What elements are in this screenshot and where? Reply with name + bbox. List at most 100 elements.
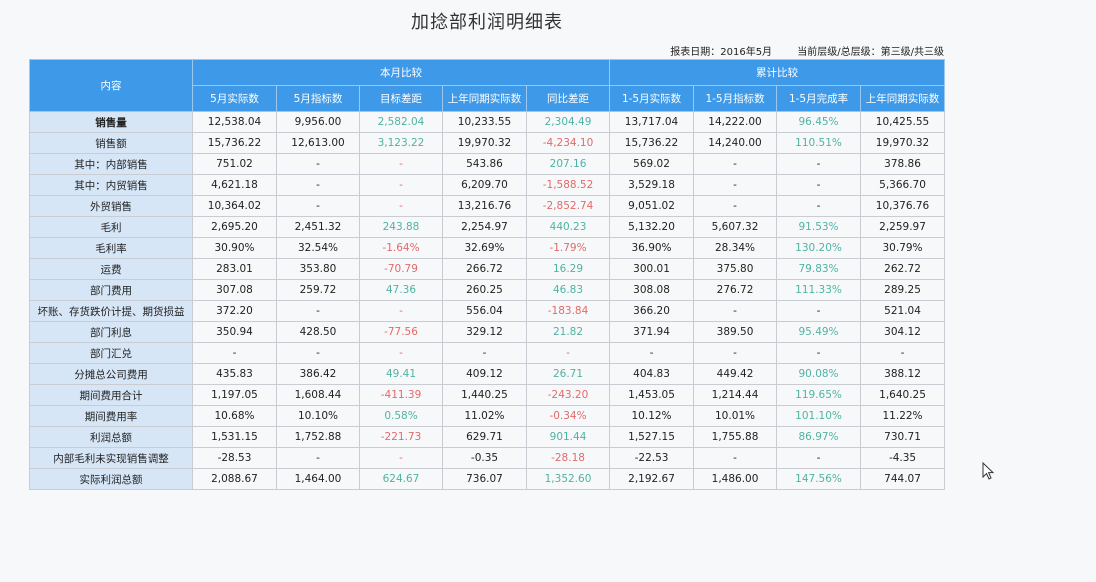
table-cell: 409.12 bbox=[442, 363, 527, 385]
table-cell: 14,240.00 bbox=[693, 132, 778, 154]
table-cell: - bbox=[776, 195, 862, 217]
table-row: 外贸销售 10,364.02- -13,216.76 -2,852.74 9,051.0… bbox=[29, 195, 946, 217]
table-cell: - bbox=[359, 342, 443, 364]
row-label: 期间费用率 bbox=[29, 405, 193, 427]
row-label: 其中：内贸销售 bbox=[29, 174, 193, 196]
table-cell: 32.54% bbox=[276, 237, 360, 259]
table-cell: 46.83 bbox=[525, 279, 611, 301]
table-cell: 9,956.00 bbox=[276, 111, 360, 133]
table-cell: -221.73 bbox=[359, 426, 443, 448]
table-cell: 2,304.49 bbox=[525, 111, 611, 133]
table-cell: 2,451.32 bbox=[276, 216, 360, 238]
table-cell: -183.84 bbox=[525, 300, 611, 322]
table-cell: -2,852.74 bbox=[525, 195, 611, 217]
table-cell: 730.71 bbox=[860, 426, 946, 448]
report-meta: 报表日期：2016年5月 当前层级/总层级：第三级/共三级 bbox=[648, 43, 944, 58]
table-row: 期间费用合计 1,197.05 1,608.44 -411.39 1,440.25 -24… bbox=[29, 384, 946, 406]
header-group-cumulative: 累计比较 bbox=[609, 59, 946, 86]
table-cell: 9,051.02 bbox=[609, 195, 695, 217]
table-cell: - bbox=[359, 153, 443, 175]
table-cell: 389.50 bbox=[693, 321, 778, 343]
table-cell: 243.88 bbox=[359, 216, 443, 238]
table-cell: 5,132.20 bbox=[609, 216, 695, 238]
table-cell: 521.04 bbox=[860, 300, 946, 322]
table-cell: 2,582.04 bbox=[359, 111, 443, 133]
table-row: 毛利 2,695.20 2,451.32 243.88 2,254.97 440.23 5,… bbox=[29, 216, 946, 238]
table-cell: - bbox=[693, 195, 778, 217]
table-cell: 371.94 bbox=[609, 321, 695, 343]
table-row: 销售额 15,736.22 12,613.00 3,123.22 19,970.32 -4… bbox=[29, 132, 946, 154]
table-cell: - bbox=[693, 300, 778, 322]
table-body: 销售量 12,538.04 9,956.00 2,582.04 10,233.55 2,3… bbox=[29, 111, 946, 490]
table-cell: 21.82 bbox=[525, 321, 611, 343]
table-cell: 1,440.25 bbox=[442, 384, 527, 406]
column-header: 上年同期实际数 bbox=[860, 85, 946, 112]
report-level: 当前层级/总层级：第三级/共三级 bbox=[797, 47, 944, 58]
table-cell: - bbox=[776, 153, 862, 175]
table-cell: - bbox=[359, 300, 443, 322]
table-cell: 556.04 bbox=[442, 300, 527, 322]
table-cell: - bbox=[359, 174, 443, 196]
table-cell: - bbox=[276, 153, 360, 175]
table-cell: 101.10% bbox=[776, 405, 862, 427]
table-cell: 90.08% bbox=[776, 363, 862, 385]
table-cell: 435.83 bbox=[192, 363, 277, 385]
row-label: 部门利息 bbox=[29, 321, 193, 343]
table-cell: 15,736.22 bbox=[609, 132, 695, 154]
table-cell: 901.44 bbox=[525, 426, 611, 448]
table-cell: 10,233.55 bbox=[442, 111, 527, 133]
row-label: 部门费用 bbox=[29, 279, 193, 301]
table-cell: -28.18 bbox=[525, 447, 611, 469]
table-cell: 4,621.18 bbox=[192, 174, 277, 196]
table-cell: - bbox=[359, 195, 443, 217]
table-cell: 259.72 bbox=[276, 279, 360, 301]
table-cell: -28.53 bbox=[192, 447, 277, 469]
table-cell: 304.12 bbox=[860, 321, 946, 343]
table-cell: 1,640.25 bbox=[860, 384, 946, 406]
table-row: 分摊总公司费用 435.83 386.42 49.41 409.12 26.71 404.8… bbox=[29, 363, 946, 385]
row-label: 毛利 bbox=[29, 216, 193, 238]
table-cell: - bbox=[525, 342, 611, 364]
table-cell: 751.02 bbox=[192, 153, 277, 175]
table-cell: 276.72 bbox=[693, 279, 778, 301]
table-cell: - bbox=[192, 342, 277, 364]
table-cell: 440.23 bbox=[525, 216, 611, 238]
table-cell: 10.10% bbox=[276, 405, 360, 427]
table-cell: 378.86 bbox=[860, 153, 946, 175]
table-header: 内容 本月比较 累计比较 5月实际数 5月指标数 目标差距 上年同期实际数 同比… bbox=[29, 59, 946, 112]
table-cell: 91.53% bbox=[776, 216, 862, 238]
table-cell: 624.67 bbox=[359, 468, 443, 490]
table-cell: - bbox=[276, 195, 360, 217]
table-row: 部门利息 350.94 428.50 -77.56 329.12 21.82 371.94 3… bbox=[29, 321, 946, 343]
profit-detail-table: 内容 本月比较 累计比较 5月实际数 5月指标数 目标差距 上年同期实际数 同比… bbox=[29, 59, 946, 490]
table-cell: 6,209.70 bbox=[442, 174, 527, 196]
table-row: 毛利率 30.90% 32.54% -1.64% 32.69% -1.79% 36.90% 2… bbox=[29, 237, 946, 259]
column-header: 上年同期实际数 bbox=[442, 85, 527, 112]
table-cell: -4,234.10 bbox=[525, 132, 611, 154]
table-cell: - bbox=[693, 447, 778, 469]
table-row: 实际利润总额 2,088.67 1,464.00 624.67 736.07 1,352.… bbox=[29, 468, 946, 490]
table-cell: 5,607.32 bbox=[693, 216, 778, 238]
table-row: 部门费用 307.08 259.72 47.36 260.25 46.83 308.08 27… bbox=[29, 279, 946, 301]
table-cell: - bbox=[860, 342, 946, 364]
report-title: 加捻部利润明细表 bbox=[411, 12, 563, 33]
row-label: 销售量 bbox=[29, 111, 193, 133]
table-cell: 404.83 bbox=[609, 363, 695, 385]
row-label: 外贸销售 bbox=[29, 195, 193, 217]
table-row: 坏账、存货跌价计提、期货损益 372.20- -556.04 -183.84 366.2… bbox=[29, 300, 946, 322]
table-cell: - bbox=[776, 342, 862, 364]
table-cell: 10,425.55 bbox=[860, 111, 946, 133]
table-cell: 366.20 bbox=[609, 300, 695, 322]
table-cell: 307.08 bbox=[192, 279, 277, 301]
table-row: 运费 283.01 353.80 -70.79 266.72 16.29 300.01 375… bbox=[29, 258, 946, 280]
table-cell: 10,376.76 bbox=[860, 195, 946, 217]
table-cell: 11.02% bbox=[442, 405, 527, 427]
table-cell: 13,717.04 bbox=[609, 111, 695, 133]
row-label: 其中：内部销售 bbox=[29, 153, 193, 175]
table-cell: - bbox=[693, 153, 778, 175]
table-cell: - bbox=[776, 300, 862, 322]
table-cell: -243.20 bbox=[525, 384, 611, 406]
table-cell: - bbox=[776, 174, 862, 196]
header-group-month: 本月比较 bbox=[191, 59, 611, 86]
table-cell: 95.49% bbox=[776, 321, 862, 343]
